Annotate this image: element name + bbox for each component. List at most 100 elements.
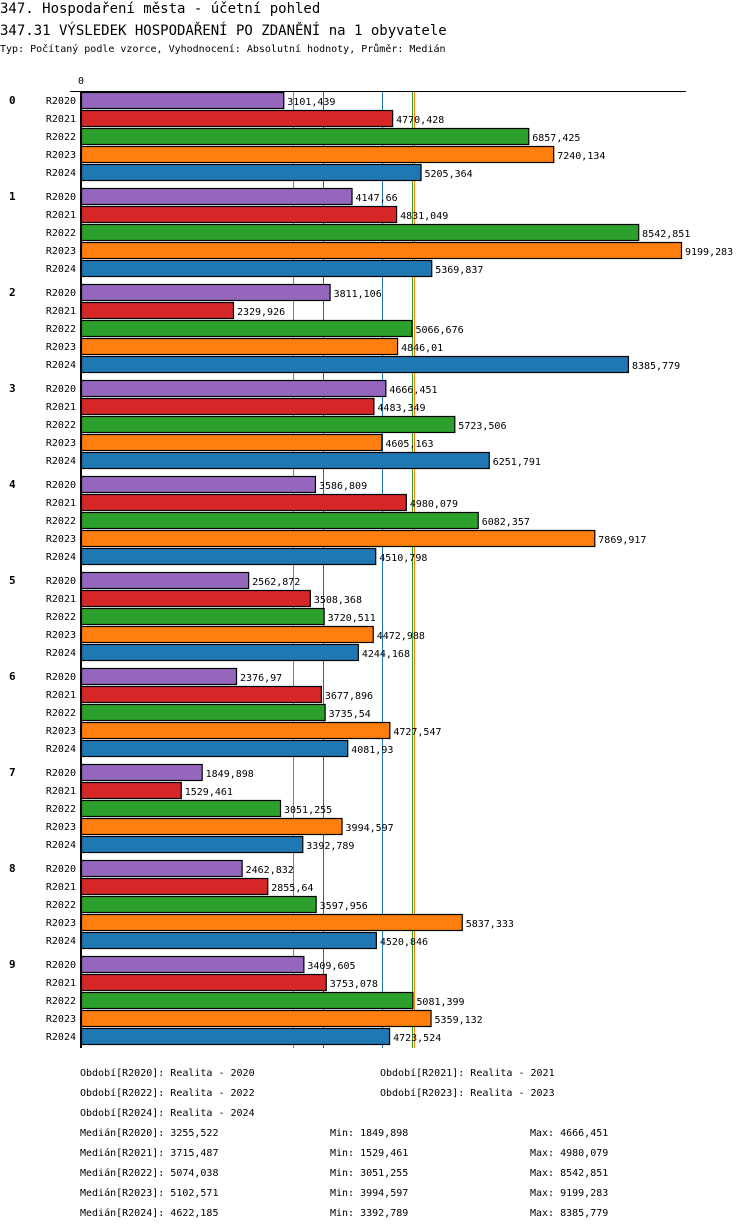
legend-period-r2020: Období[R2020]: Realita - 2020	[80, 1068, 255, 1079]
bar-r2020	[80, 379, 387, 398]
series-label: R2024	[46, 936, 76, 947]
data-label: 2562,872	[252, 577, 300, 588]
data-label: 4723,524	[393, 1033, 441, 1044]
bar-r2021	[80, 685, 322, 704]
data-label: 3101,439	[287, 97, 335, 108]
data-label: 5723,506	[458, 421, 506, 432]
data-label: 9199,283	[685, 247, 733, 258]
data-label: 6857,425	[532, 133, 580, 144]
series-label: R2024	[46, 168, 76, 179]
data-label: 4244,168	[362, 649, 410, 660]
group-label: 4	[9, 478, 16, 491]
bar-r2021	[80, 301, 235, 320]
data-label: 4980,079	[410, 499, 458, 510]
bar-r2020	[80, 571, 250, 590]
data-label: 5359,132	[435, 1015, 483, 1026]
bar-r2020	[80, 187, 353, 206]
bar-r2020	[80, 283, 331, 302]
series-label: R2024	[46, 456, 76, 467]
stat-median-r2024: Medián[R2024]: 4622,185	[80, 1208, 219, 1219]
legend-period-r2023: Období[R2023]: Realita - 2023	[380, 1088, 555, 1099]
bar-r2023	[80, 529, 596, 548]
bar-r2024	[80, 1027, 391, 1046]
data-label: 4510,798	[379, 553, 427, 564]
series-label: R2024	[46, 648, 76, 659]
series-label: R2021	[46, 786, 76, 797]
data-label: 1529,461	[185, 787, 233, 798]
series-label: R2023	[46, 534, 76, 545]
series-label: R2024	[46, 552, 76, 563]
bar-r2022	[80, 511, 479, 530]
data-label: 4770,428	[396, 115, 444, 126]
series-label: R2020	[46, 768, 76, 779]
group-label: 5	[9, 574, 16, 587]
bar-r2024	[80, 163, 422, 182]
series-label: R2021	[46, 306, 76, 317]
bar-r2023	[80, 913, 463, 932]
data-label: 5369,837	[435, 265, 483, 276]
series-label: R2022	[46, 516, 76, 527]
bar-r2024	[80, 259, 433, 278]
data-label: 3677,896	[325, 691, 373, 702]
data-label: 7869,917	[598, 535, 646, 546]
group-label: 1	[9, 190, 16, 203]
bar-r2023	[80, 817, 343, 836]
series-label: R2023	[46, 726, 76, 737]
stat-min-r2021: Min: 1529,461	[330, 1148, 409, 1159]
bar-r2021	[80, 973, 327, 992]
stat-min-r2023: Min: 3994,597	[330, 1188, 409, 1199]
bar-r2022	[80, 991, 414, 1010]
stat-median-r2020: Medián[R2020]: 3255,522	[80, 1128, 219, 1139]
data-label: 3735,54	[329, 709, 371, 720]
bar-r2022	[80, 799, 282, 818]
group-label: 6	[9, 670, 16, 683]
series-label: R2023	[46, 918, 76, 929]
bar-r2022	[80, 319, 413, 338]
data-label: 3811,106	[334, 289, 382, 300]
stat-min-r2024: Min: 3392,789	[330, 1208, 409, 1219]
bar-r2021	[80, 589, 311, 608]
stat-min-r2020: Min: 1849,898	[330, 1128, 409, 1139]
series-label: R2020	[46, 480, 76, 491]
data-label: 2462,832	[246, 865, 294, 876]
series-label: R2020	[46, 864, 76, 875]
bar-r2024	[80, 355, 630, 374]
bar-r2024	[80, 643, 359, 662]
group-label: 0	[9, 94, 16, 107]
bar-r2023	[80, 337, 399, 356]
series-label: R2021	[46, 978, 76, 989]
data-label: 2855,64	[271, 883, 313, 894]
data-label: 1849,898	[206, 769, 254, 780]
bar-r2024	[80, 739, 349, 758]
bar-r2020	[80, 667, 238, 686]
series-label: R2020	[46, 192, 76, 203]
data-label: 8385,779	[632, 361, 680, 372]
data-label: 4831,049	[400, 211, 448, 222]
bar-r2021	[80, 781, 182, 800]
series-label: R2022	[46, 900, 76, 911]
series-label: R2022	[46, 420, 76, 431]
data-label: 4472,988	[377, 631, 425, 642]
group-label: 9	[9, 958, 16, 971]
series-label: R2020	[46, 672, 76, 683]
stat-max-r2021: Max: 4980,079	[530, 1148, 609, 1159]
group-label: 3	[9, 382, 16, 395]
group-label: 8	[9, 862, 16, 875]
bar-r2022	[80, 127, 530, 146]
bar-r2021	[80, 205, 398, 224]
bar-r2024	[80, 451, 490, 470]
series-label: R2023	[46, 1014, 76, 1025]
stat-max-r2024: Max: 8385,779	[530, 1208, 609, 1219]
chart-description: Typ: Počítaný podle vzorce, Vyhodnocení:…	[0, 44, 446, 55]
bar-r2021	[80, 493, 407, 512]
series-label: R2022	[46, 324, 76, 335]
data-label: 3720,511	[328, 613, 376, 624]
legend-period-r2024: Období[R2024]: Realita - 2024	[80, 1108, 255, 1119]
bar-r2021	[80, 877, 269, 896]
series-label: R2021	[46, 882, 76, 893]
bar-r2022	[80, 223, 640, 242]
series-label: R2021	[46, 402, 76, 413]
data-label: 8542,851	[642, 229, 690, 240]
series-label: R2023	[46, 438, 76, 449]
